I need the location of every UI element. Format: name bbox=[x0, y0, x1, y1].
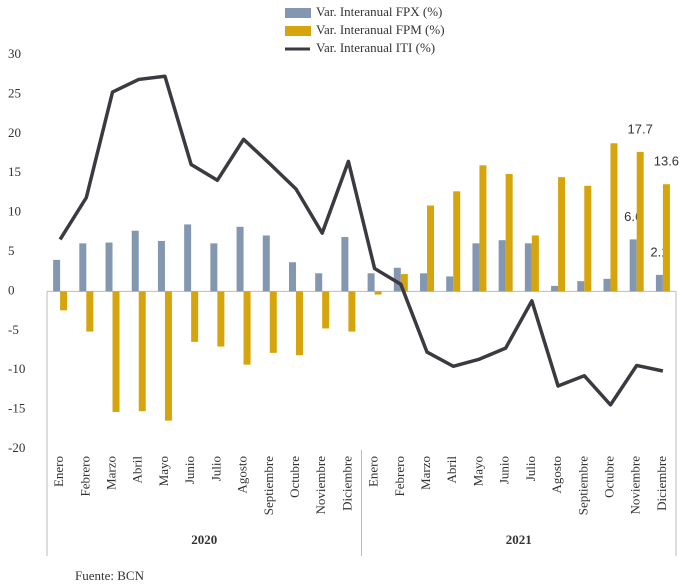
x-tick-label: Marzo bbox=[104, 456, 119, 490]
bar bbox=[295, 291, 303, 356]
legend-label: Var. Interanual FPM (%) bbox=[316, 22, 445, 37]
x-tick-label: Mayo bbox=[470, 456, 485, 486]
bar bbox=[210, 243, 218, 292]
x-tick-label: Diciembre bbox=[654, 456, 669, 511]
x-tick-label: Junio bbox=[497, 456, 512, 484]
bar bbox=[427, 205, 435, 292]
x-tick-label: Noviembre bbox=[628, 456, 643, 515]
x-tick-label: Agosto bbox=[549, 456, 564, 494]
bar bbox=[341, 237, 349, 292]
legend-swatch bbox=[285, 8, 311, 18]
x-tick-label: Septiembre bbox=[261, 456, 276, 515]
x-tick-label: Agosto bbox=[235, 456, 250, 494]
group-label: 2021 bbox=[506, 532, 532, 547]
bar bbox=[446, 276, 454, 292]
bar bbox=[112, 291, 120, 412]
legend-label: Var. Interanual FPX (%) bbox=[316, 4, 442, 19]
bar bbox=[524, 243, 532, 292]
bar bbox=[420, 273, 428, 292]
bar bbox=[315, 273, 323, 292]
bar bbox=[479, 165, 487, 292]
bar bbox=[164, 291, 172, 421]
x-tick-label: Septiembre bbox=[575, 456, 590, 515]
x-tick-label: Diciembre bbox=[339, 456, 354, 511]
y-tick-label: 10 bbox=[8, 204, 21, 219]
y-tick-label: 0 bbox=[8, 282, 15, 297]
bar bbox=[243, 291, 251, 365]
y-tick-label: -5 bbox=[8, 322, 19, 337]
bar bbox=[157, 240, 165, 292]
source: Fuente: BCN bbox=[75, 568, 145, 583]
bar bbox=[374, 291, 382, 295]
bar bbox=[610, 143, 618, 292]
bar bbox=[262, 235, 270, 292]
bar bbox=[53, 259, 61, 292]
x-tick-label: Febrero bbox=[77, 456, 92, 496]
data-label: 17.7 bbox=[628, 121, 653, 136]
y-tick-label: 5 bbox=[8, 243, 15, 258]
x-tick-label: Junio bbox=[182, 456, 197, 484]
x-tick-label: Julio bbox=[208, 456, 223, 481]
bar bbox=[603, 278, 611, 292]
group-label: 2020 bbox=[191, 532, 217, 547]
x-tick-label: Abril bbox=[130, 456, 145, 484]
bar bbox=[577, 281, 585, 292]
bar bbox=[322, 291, 330, 329]
bar bbox=[191, 291, 199, 342]
y-tick-label: 25 bbox=[8, 85, 21, 100]
x-tick-label: Noviembre bbox=[313, 456, 328, 515]
bar bbox=[79, 243, 87, 292]
x-tick-label: Julio bbox=[523, 456, 538, 481]
bar bbox=[498, 240, 506, 292]
bar bbox=[655, 274, 663, 292]
x-tick-label: Enero bbox=[366, 456, 381, 487]
bar bbox=[288, 262, 296, 292]
legend-label: Var. Interanual ITI (%) bbox=[316, 40, 435, 55]
line bbox=[58, 74, 664, 407]
y-tick-label: 20 bbox=[8, 125, 21, 140]
bar bbox=[105, 242, 113, 292]
bar bbox=[400, 274, 408, 292]
bar bbox=[236, 226, 244, 292]
bar bbox=[453, 191, 461, 292]
x-tick-label: Octubre bbox=[601, 456, 616, 498]
x-tick-label: Marzo bbox=[418, 456, 433, 490]
x-tick-label: Octubre bbox=[287, 456, 302, 498]
bar bbox=[138, 291, 146, 412]
bar bbox=[269, 291, 277, 353]
bar bbox=[184, 224, 192, 292]
bar bbox=[131, 230, 139, 292]
bar bbox=[531, 235, 539, 292]
bar bbox=[393, 267, 401, 292]
bar bbox=[367, 273, 375, 292]
x-tick-label: Febrero bbox=[392, 456, 407, 496]
bar bbox=[629, 239, 637, 292]
y-tick-label: -10 bbox=[8, 361, 25, 376]
bar bbox=[558, 177, 566, 292]
bar bbox=[584, 185, 592, 292]
bar bbox=[472, 243, 480, 292]
y-tick-label: 30 bbox=[8, 46, 21, 61]
data-label: 13.6 bbox=[654, 154, 679, 169]
bar bbox=[662, 184, 670, 292]
bar bbox=[348, 291, 356, 332]
x-tick-label: Mayo bbox=[156, 456, 171, 486]
bar bbox=[505, 173, 513, 292]
x-tick-label: Enero bbox=[51, 456, 66, 487]
bar bbox=[217, 291, 225, 347]
y-tick-label: -20 bbox=[8, 440, 25, 455]
x-tick-label: Abril bbox=[444, 456, 459, 484]
y-tick-label: -15 bbox=[8, 401, 25, 416]
bar bbox=[60, 291, 68, 311]
bar bbox=[551, 285, 559, 292]
bar bbox=[636, 151, 644, 292]
bar bbox=[86, 291, 94, 332]
y-tick-label: 15 bbox=[8, 164, 21, 179]
legend-swatch bbox=[285, 26, 311, 36]
